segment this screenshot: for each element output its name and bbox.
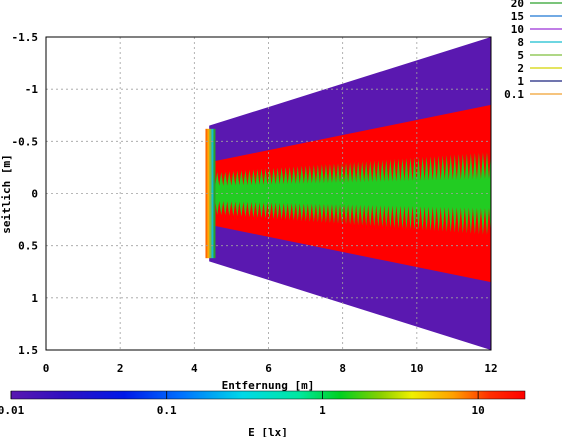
source-edge-strip xyxy=(209,128,212,259)
legend-label: 5 xyxy=(517,49,524,62)
legend-label: 10 xyxy=(511,23,524,36)
legend-label: 20 xyxy=(511,0,524,10)
legend-label: 2 xyxy=(517,62,524,75)
y-tick-label: -1 xyxy=(25,83,39,96)
y-tick-label: -1.5 xyxy=(12,31,39,44)
colorbar xyxy=(10,390,526,400)
x-tick-label: 4 xyxy=(191,362,198,375)
colorbar-tick-label: 0.1 xyxy=(157,404,177,417)
y-tick-label: 0 xyxy=(31,188,38,201)
source-edge-strip xyxy=(207,128,210,259)
x-tick-label: 10 xyxy=(410,362,423,375)
x-tick-label: 8 xyxy=(339,362,346,375)
y-tick-label: 1.5 xyxy=(18,344,38,357)
source-edge-strip xyxy=(213,128,216,259)
y-tick-label: 0.5 xyxy=(18,240,38,253)
colorbar-ticks: 0.01 0.1 1 10 xyxy=(0,391,485,417)
y-tick-label: 1 xyxy=(31,292,38,305)
legend-label: 0.1 xyxy=(504,88,524,101)
x-tick-label: 2 xyxy=(117,362,124,375)
axis-ticks: 0 2 4 6 8 10 12 -1.5 -1 -0.5 0 0.5 1 1.5 xyxy=(12,31,498,375)
colorbar-tick-label: 0.01 xyxy=(0,404,25,417)
heatmap-regions xyxy=(205,37,491,350)
legend-label: 1 xyxy=(517,75,524,88)
region-core xyxy=(209,151,491,236)
x-tick-label: 12 xyxy=(484,362,497,375)
x-tick-label: 0 xyxy=(43,362,50,375)
colorbar-tick-label: 1 xyxy=(319,404,326,417)
x-tick-label: 6 xyxy=(265,362,272,375)
legend-label: 15 xyxy=(511,10,524,23)
y-tick-label: -0.5 xyxy=(12,135,39,148)
colorbar-tick-label: 10 xyxy=(472,404,485,417)
x-axis-label: Entfernung [m] xyxy=(222,379,315,392)
y-axis-label: seitlich [m] xyxy=(0,154,13,233)
plot-frame xyxy=(45,36,492,351)
colorbar-label: E [lx] xyxy=(248,426,288,437)
legend-label: 8 xyxy=(517,36,524,49)
